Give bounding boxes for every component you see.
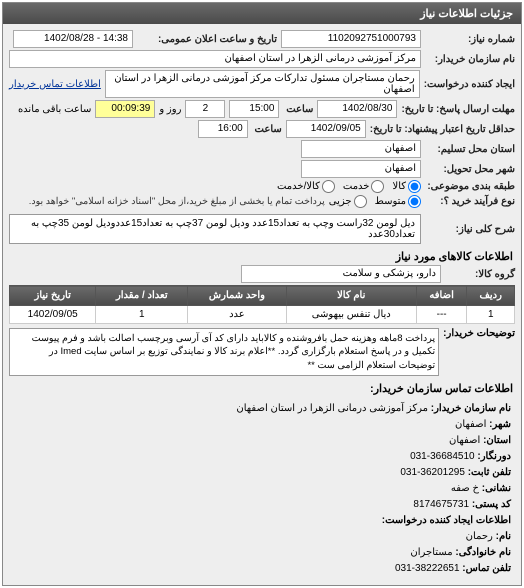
- partial-opt-1[interactable]: جزیی: [329, 195, 367, 208]
- budget-opt-0[interactable]: کالا: [392, 180, 421, 193]
- valid-time-label: ساعت: [252, 124, 282, 135]
- valid-label: حداقل تاریخ اعتبار پیشنهاد: تا تاریخ:: [370, 124, 515, 135]
- announce-label: تاریخ و ساعت اعلان عمومی:: [137, 34, 277, 45]
- radio-med[interactable]: [408, 195, 421, 208]
- c-addr: خ صفه: [451, 483, 479, 494]
- city-label: شهر محل تحویل:: [425, 164, 515, 175]
- province-value: اصفهان: [301, 140, 421, 158]
- cell-1: ---: [416, 306, 467, 324]
- notes-text: پرداخت 8ماهه وهزینه حمل بافروشنده و کالا…: [9, 328, 439, 376]
- c-postal-label: کد پستی:: [472, 499, 511, 510]
- days-label: روز و: [159, 104, 181, 115]
- creator-label: ایجاد کننده درخواست:: [424, 79, 515, 90]
- group-label: گروه کالا:: [445, 269, 515, 280]
- cell-5: 1402/09/05: [10, 306, 96, 324]
- contact-section-title: اطلاعات تماس سازمان خریدار:: [11, 382, 513, 395]
- radio-khedmat[interactable]: [371, 180, 384, 193]
- cell-2: دیال تنفس بیهوشی: [286, 306, 416, 324]
- budget-opt-2[interactable]: کالا/خدمت: [277, 180, 335, 193]
- days-value: 2: [185, 100, 225, 118]
- c-phone-label: تلفن تماس:: [462, 563, 511, 574]
- creator-value: رحمان مستاجران مسئول تدارکات مرکز آموزشی…: [105, 70, 420, 98]
- partial-hint: پرداخت تمام یا بخشی از مبلغ خرید،از محل …: [29, 196, 325, 207]
- c-addr-label: نشانی:: [482, 483, 511, 494]
- partial-radio-group: متوسط جزیی: [329, 195, 421, 208]
- request-no-label: شماره نیاز:: [425, 34, 515, 45]
- radio-kala[interactable]: [408, 180, 421, 193]
- col-0: ردیف: [467, 286, 515, 306]
- goods-table: ردیف اضافه نام کالا واحد شمارش تعداد / م…: [9, 285, 515, 324]
- valid-date: 1402/09/05: [286, 120, 366, 138]
- budget-label: طبقه بندی موضوعی:: [425, 181, 515, 192]
- c-prov: اصفهان: [449, 435, 480, 446]
- budget-opt-1[interactable]: خدمت: [343, 180, 385, 193]
- deadline-time: 15:00: [229, 100, 279, 118]
- deadline-date: 1402/08/30: [317, 100, 397, 118]
- col-1: اضافه: [416, 286, 467, 306]
- city-value: اصفهان: [301, 160, 421, 178]
- panel-title: جزئیات اطلاعات نیاز: [3, 3, 521, 24]
- col-4: تعداد / مقدار: [96, 286, 188, 306]
- c-phone: 38222651-031: [395, 563, 460, 574]
- c-family: مستاجران: [410, 547, 452, 558]
- notes-label: توضیحات خریدار:: [443, 328, 515, 376]
- col-2: نام کالا: [286, 286, 416, 306]
- c-city: اصفهان: [455, 419, 486, 430]
- cell-3: عدد: [188, 306, 286, 324]
- c-org: مرکز آموزشی درمانی الزهرا در استان اصفها…: [236, 403, 428, 414]
- group-value: دارو، پزشکی و سلامت: [241, 265, 441, 283]
- c-tel: 36201295-031: [400, 467, 465, 478]
- need-text: دیل لومن 32راست وچپ به تعداد15عدد ودیل ل…: [9, 214, 421, 244]
- c-tel-label: تلفن ثابت:: [468, 467, 511, 478]
- deadline-label: مهلت ارسال پاسخ: تا تاریخ:: [401, 104, 515, 115]
- goods-section-title: اطلاعات کالاهای مورد نیاز: [11, 250, 513, 263]
- col-3: واحد شمارش: [188, 286, 286, 306]
- c-postal: 8174675731: [413, 499, 469, 510]
- c-city-label: شهر:: [489, 419, 511, 430]
- time-label: ساعت: [283, 104, 313, 115]
- table-row[interactable]: 1 --- دیال تنفس بیهوشی عدد 1 1402/09/05: [10, 306, 515, 324]
- c-name: رحمان: [466, 531, 493, 542]
- col-5: تاریخ نیاز: [10, 286, 96, 306]
- announce-value: 14:38 - 1402/08/28: [13, 30, 133, 48]
- valid-time: 16:00: [198, 120, 248, 138]
- cell-0: 1: [467, 306, 515, 324]
- contact-link[interactable]: اطلاعات تماس خریدار: [9, 79, 101, 90]
- remain-label: ساعت باقی مانده: [18, 104, 91, 115]
- c-fax-label: دورنگار:: [477, 451, 511, 462]
- buyer-label: نام سازمان خریدار:: [425, 54, 515, 65]
- remain-value: 00:09:39: [95, 100, 155, 118]
- contact-block: نام سازمان خریدار: مرکز آموزشی درمانی ال…: [9, 397, 515, 581]
- partial-label: نوع فرآیند خرید ؟:: [425, 196, 515, 207]
- c-creator2-label: اطلاعات ایجاد کننده درخواست:: [382, 515, 511, 526]
- c-name-label: نام:: [496, 531, 511, 542]
- c-prov-label: استان:: [483, 435, 511, 446]
- table-header-row: ردیف اضافه نام کالا واحد شمارش تعداد / م…: [10, 286, 515, 306]
- c-org-label: نام سازمان خریدار:: [431, 403, 511, 414]
- partial-opt-0[interactable]: متوسط: [375, 195, 421, 208]
- budget-radio-group: کالا خدمت کالا/خدمت: [277, 180, 421, 193]
- province-label: استان محل تسلیم:: [425, 144, 515, 155]
- request-no-value: 1102092751000793: [281, 30, 421, 48]
- need-label: شرح کلی نیاز:: [425, 224, 515, 235]
- radio-minor[interactable]: [354, 195, 367, 208]
- main-panel: جزئیات اطلاعات نیاز شماره نیاز: 11020927…: [2, 2, 522, 586]
- c-family-label: نام خانوادگی:: [455, 547, 511, 558]
- panel-body: شماره نیاز: 1102092751000793 تاریخ و ساع…: [3, 24, 521, 585]
- buyer-value: مرکز آموزشی درمانی الزهرا در استان اصفها…: [9, 50, 421, 68]
- radio-both[interactable]: [322, 180, 335, 193]
- c-fax: 36684510-031: [410, 451, 475, 462]
- cell-4: 1: [96, 306, 188, 324]
